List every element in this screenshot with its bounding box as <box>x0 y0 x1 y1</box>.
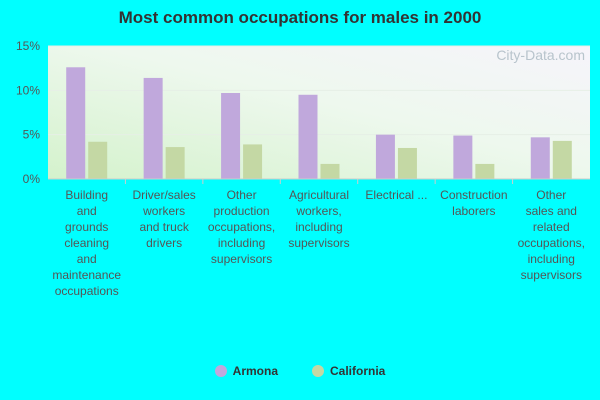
chart-title: Most common occupations for males in 200… <box>118 8 482 27</box>
legend-label-california: California <box>330 364 386 378</box>
legend-item-california: California <box>312 364 385 378</box>
bar-california <box>475 163 495 179</box>
bar-california <box>397 147 417 179</box>
legend-swatch-armona <box>214 365 227 377</box>
y-tick-label: 0% <box>23 172 41 186</box>
bar-armona <box>530 137 550 179</box>
category-label: Other production occupations, including supe… <box>208 188 275 266</box>
bar-armona <box>143 77 163 179</box>
category-label: Driver/sales workers and truck drivers <box>132 188 195 250</box>
bar-armona <box>375 134 395 179</box>
bar-armona <box>298 94 318 179</box>
category-label: Electrical ... <box>365 188 427 202</box>
bar-california <box>165 147 185 179</box>
legend: Armona California <box>0 364 600 378</box>
bar-california <box>88 141 108 179</box>
bar-california <box>552 140 572 179</box>
legend-label-armona: Armona <box>232 364 278 378</box>
y-tick-label: 5% <box>23 128 41 142</box>
legend-item-armona: Armona <box>214 364 278 378</box>
bar-armona <box>453 135 473 179</box>
category-label: Construction laborers <box>440 188 507 218</box>
category-label: Agricultural workers, including supervisors <box>288 188 349 250</box>
watermark: City-Data.com <box>496 47 585 63</box>
bar-armona <box>221 92 241 179</box>
category-label: Other sales and related occupations, includi… <box>518 188 585 282</box>
bar-california <box>320 163 340 179</box>
plot-area <box>48 46 590 179</box>
bar-california <box>243 144 263 179</box>
bar-armona <box>66 67 86 179</box>
legend-swatch-california <box>312 365 324 377</box>
category-label: Building and grounds cleaning and maintenance… <box>52 188 121 298</box>
y-tick-label: 15% <box>16 39 40 53</box>
y-tick-label: 10% <box>16 83 40 97</box>
